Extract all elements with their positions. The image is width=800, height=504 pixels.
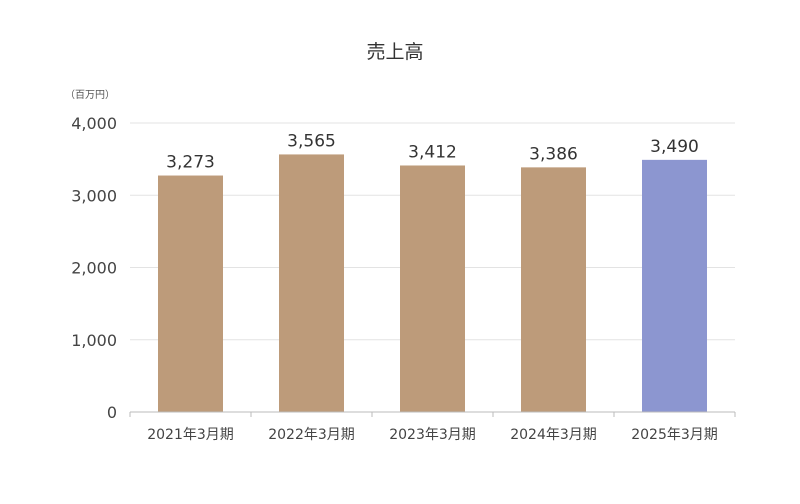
x-tick-label: 2024年3月期 (510, 427, 597, 443)
y-tick-label: 3,000 (71, 186, 117, 205)
bar (521, 167, 586, 412)
chart-title: 売上高 (366, 41, 423, 63)
x-tick-label: 2022年3月期 (268, 427, 355, 443)
axes (129, 411, 736, 417)
y-tick-label: 4,000 (71, 114, 117, 133)
bar (158, 175, 223, 412)
y-tick-label: 1,000 (71, 331, 117, 350)
bar (400, 165, 465, 412)
unit-label: （百万円） (65, 89, 115, 101)
bar (279, 154, 344, 412)
x-tick-label: 2023年3月期 (389, 427, 476, 443)
x-tick-label: 2021年3月期 (147, 427, 234, 443)
y-axis-ticks: 0 1,000 2,000 3,000 4,000 (71, 114, 117, 422)
bar (642, 159, 707, 412)
bar-value-label: 3,273 (166, 153, 215, 173)
y-tick-label: 2,000 (71, 259, 117, 278)
bar-value-label: 3,490 (650, 137, 699, 157)
bar-value-label: 3,386 (529, 144, 578, 164)
bar-value-label: 3,565 (287, 131, 336, 151)
bar-value-label: 3,412 (408, 142, 457, 162)
x-tick-label: 2025年3月期 (631, 427, 718, 443)
bars (158, 154, 707, 412)
value-labels: 3,273 3,565 3,412 3,386 3,490 (166, 131, 699, 172)
y-tick-label: 0 (107, 403, 117, 422)
x-axis-ticks: 2021年3月期 2022年3月期 2023年3月期 2024年3月期 2025年3月期 (147, 427, 718, 443)
